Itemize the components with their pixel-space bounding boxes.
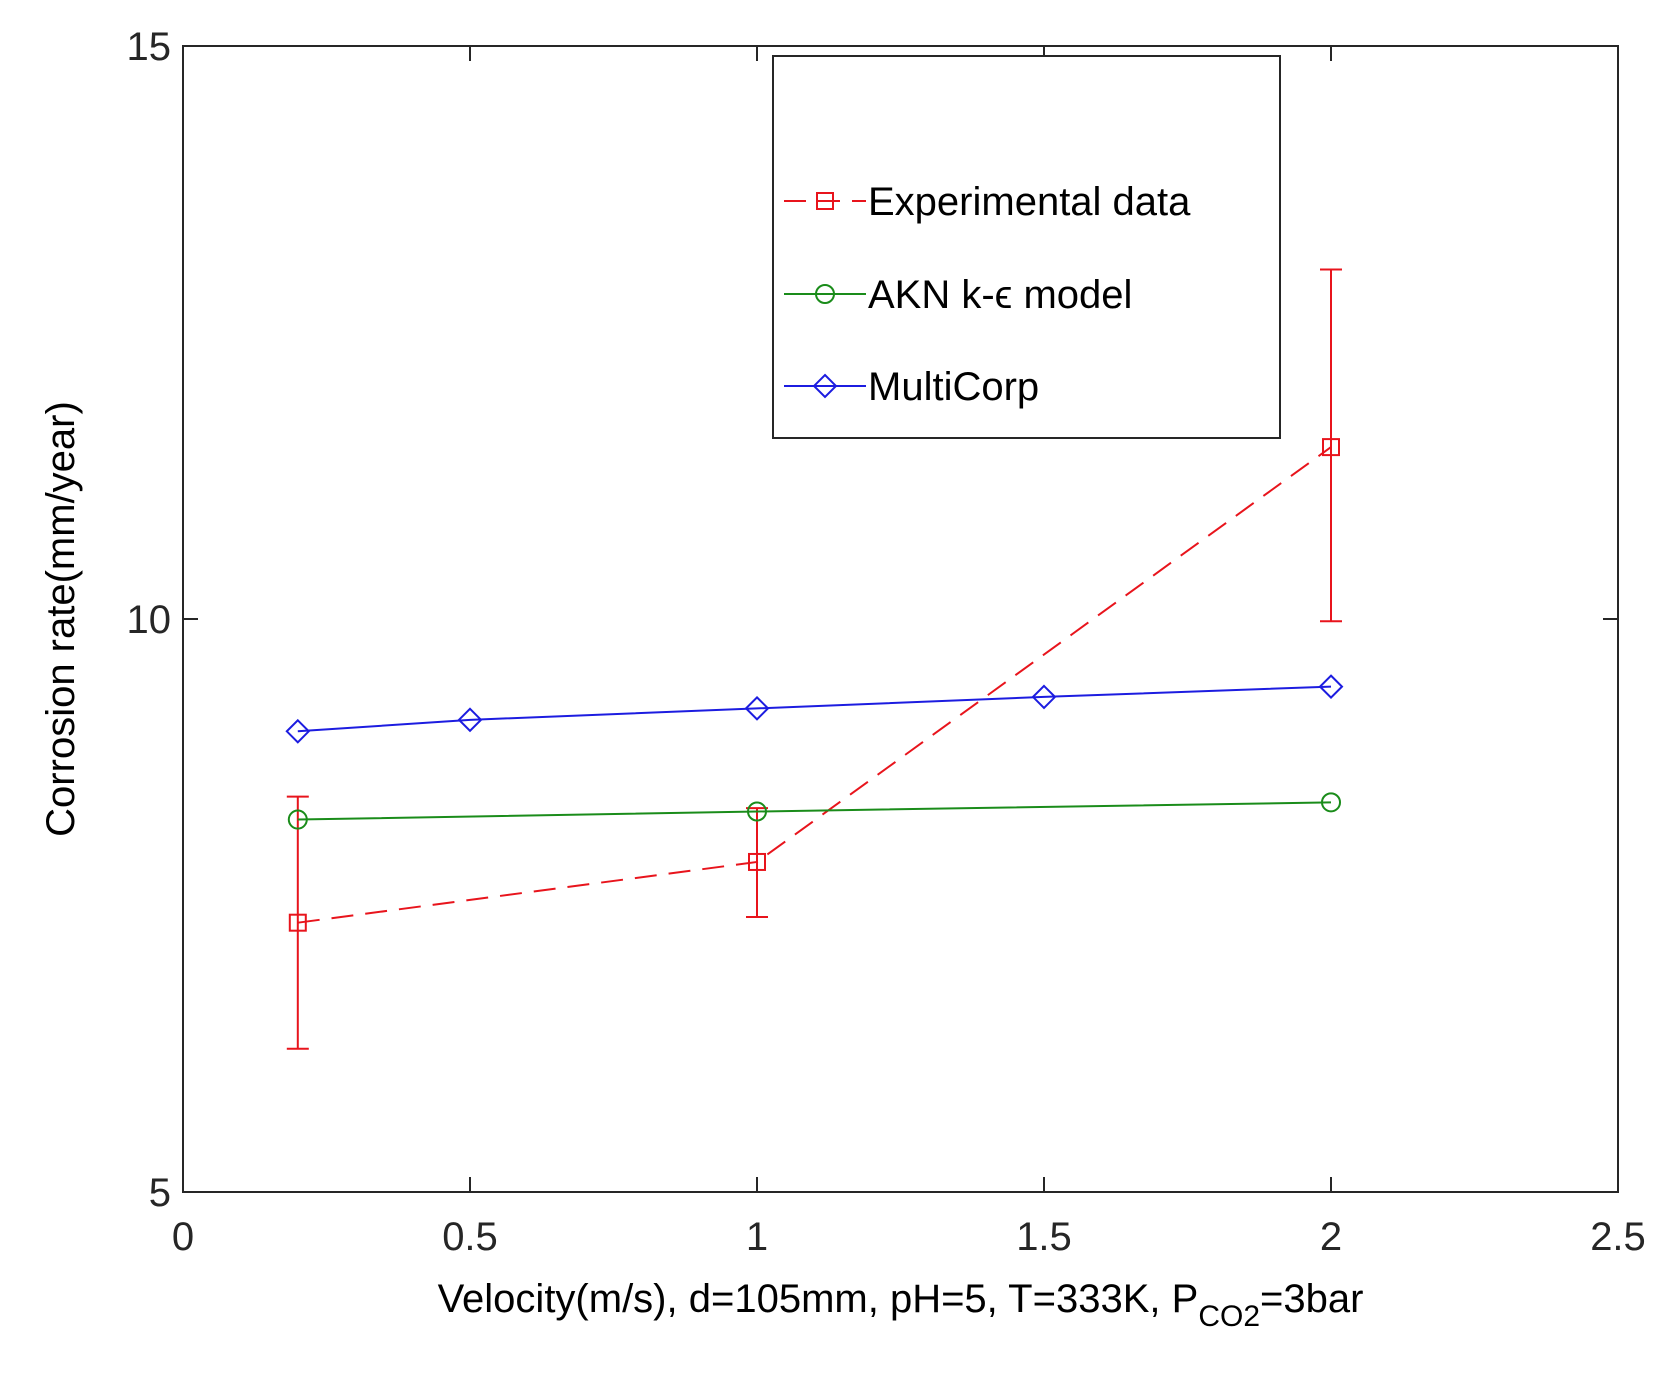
legend-entry-2: MultiCorp xyxy=(784,365,1039,409)
data-point xyxy=(744,695,770,721)
series-line xyxy=(297,685,1332,733)
legend-marker xyxy=(812,373,838,399)
data-point xyxy=(1318,674,1344,700)
data-point xyxy=(748,852,766,871)
legend-marker xyxy=(816,192,834,210)
data-point xyxy=(457,707,483,733)
x-axis-label-main: Velocity(m/s), d=105mm, pH=5, T=333K, P xyxy=(438,1277,1199,1321)
data-point xyxy=(747,801,767,822)
data-point xyxy=(285,718,311,744)
x-tick-label: 0.5 xyxy=(442,1215,498,1259)
data-point xyxy=(1322,438,1340,457)
legend-entry-1: AKN k-ϵ model xyxy=(784,273,1132,317)
legend-label: Experimental data xyxy=(868,180,1191,224)
legend-label: MultiCorp xyxy=(868,365,1039,409)
x-tick-label: 2 xyxy=(1320,1215,1342,1259)
data-point xyxy=(1321,792,1341,813)
y-tick-label: 15 xyxy=(127,25,172,69)
series-line xyxy=(297,446,1332,924)
legend-marker xyxy=(815,284,835,304)
series-0 xyxy=(286,268,1342,1050)
x-axis-label-suffix: =3bar xyxy=(1260,1277,1363,1321)
legend-label: AKN k-ϵ model xyxy=(868,273,1132,317)
data-point xyxy=(288,913,307,932)
y-tick-label: 5 xyxy=(149,1171,171,1215)
legend-entries: Experimental data AKN k-ϵ model MultiCorp xyxy=(784,180,1191,409)
data-point xyxy=(287,809,308,830)
y-axis-label: Corrosion rate(mm/year) xyxy=(39,401,83,837)
x-axis-label-subscript: CO2 xyxy=(1198,1300,1260,1333)
legend-box xyxy=(772,55,1281,439)
series-layer xyxy=(285,268,1344,1050)
axis-ticks: 0 0.5 1 1.5 2 2.5 5 10 15 xyxy=(127,25,1646,1259)
series-1 xyxy=(287,792,1341,830)
y-tick-label: 10 xyxy=(127,598,172,642)
x-tick-label: 1 xyxy=(746,1215,768,1259)
data-point xyxy=(1031,684,1057,710)
x-tick-label: 1.5 xyxy=(1016,1215,1072,1259)
legend-entry-0: Experimental data xyxy=(784,180,1191,224)
x-axis-label: Velocity(m/s), d=105mm, pH=5, T=333K, PC… xyxy=(438,1277,1364,1333)
legend: Experimental data AKN k-ϵ model MultiCorp xyxy=(772,55,1281,439)
series-2 xyxy=(285,674,1344,744)
x-tick-label: 0 xyxy=(172,1215,194,1259)
series-line xyxy=(297,801,1332,821)
x-tick-label: 2.5 xyxy=(1590,1215,1646,1259)
